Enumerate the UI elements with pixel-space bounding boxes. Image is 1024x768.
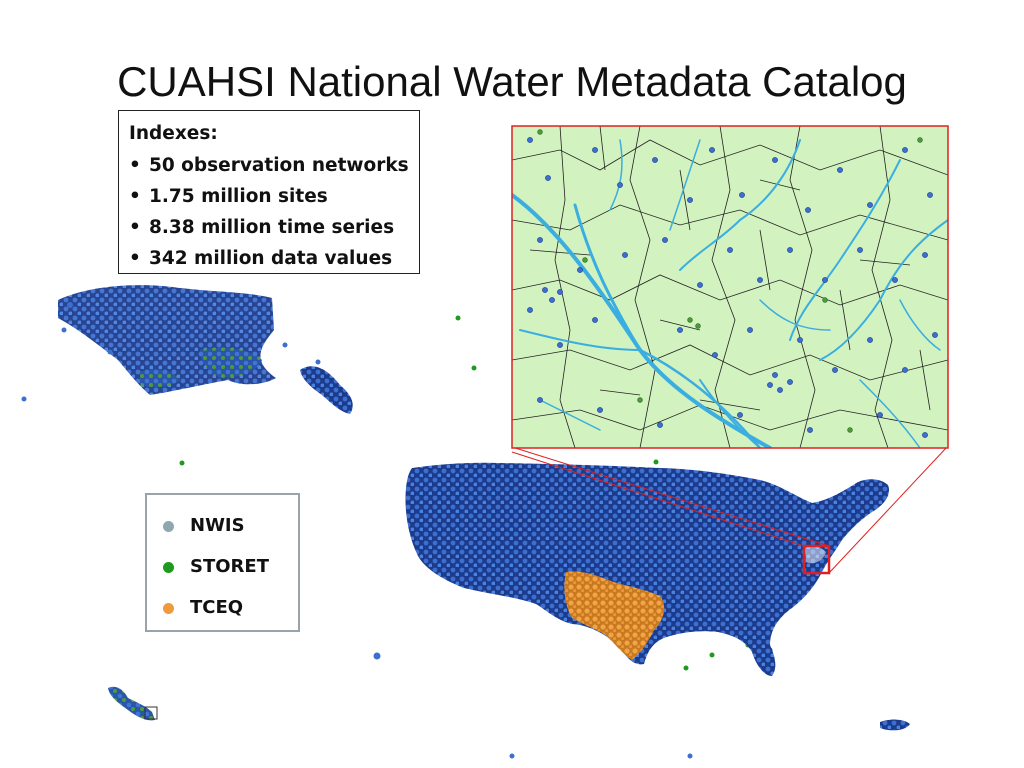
legend-item-storet: STORET <box>147 556 298 597</box>
legend-item-tceq: TCEQ <box>147 597 298 638</box>
list-item: • 342 million data values <box>129 248 393 269</box>
zoom-line-bottom <box>828 446 948 574</box>
legend-item-nwis: NWIS <box>147 515 298 556</box>
nwis-dot-icon <box>163 521 174 532</box>
indexes-heading: Indexes: <box>129 123 218 144</box>
list-item: • 50 observation networks <box>129 155 409 176</box>
tceq-dot-icon <box>163 603 174 614</box>
list-item: • 1.75 million sites <box>129 186 328 207</box>
zoom-line-top <box>511 446 830 547</box>
storet-dot-icon <box>163 562 174 573</box>
page-title: CUAHSI National Water Metadata Catalog <box>117 58 907 105</box>
inset-map-frame <box>511 125 949 449</box>
zoom-region-box <box>802 544 831 575</box>
list-item: • 8.38 million time series <box>129 217 395 238</box>
indexes-list: • 50 observation networks • 1.75 million s… <box>129 150 411 274</box>
hawaii-sites <box>108 652 381 721</box>
conus-sites <box>405 462 890 676</box>
map-legend: NWIS STORET TCEQ <box>145 493 300 632</box>
alaska-sites <box>21 285 477 466</box>
indexes-box: Indexes: • 50 observation networks • 1.75 … <box>118 110 420 274</box>
inset-map <box>511 125 949 449</box>
